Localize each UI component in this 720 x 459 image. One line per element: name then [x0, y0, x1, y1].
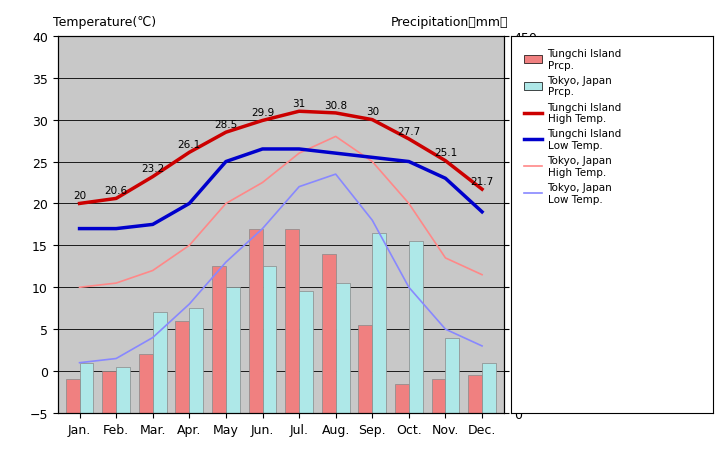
Legend: Tungchi Island
Prcp., Tokyo, Japan
Prcp., Tungchi Island
High Temp., Tungchi Isl: Tungchi Island Prcp., Tokyo, Japan Prcp.… — [521, 46, 625, 207]
Bar — [322, 254, 336, 413]
Text: 23.2: 23.2 — [141, 164, 164, 174]
Bar — [359, 325, 372, 413]
Bar — [285, 229, 299, 413]
Bar — [395, 384, 409, 413]
Bar — [446, 338, 459, 413]
Text: 20: 20 — [73, 190, 86, 201]
Bar — [372, 233, 386, 413]
Text: 28.5: 28.5 — [215, 120, 238, 129]
Bar — [336, 284, 350, 413]
Bar — [153, 313, 166, 413]
Text: Temperature(℃): Temperature(℃) — [53, 16, 156, 29]
Bar — [212, 267, 226, 413]
Bar — [116, 367, 130, 413]
Bar — [468, 375, 482, 413]
Bar — [482, 363, 496, 413]
Bar — [226, 288, 240, 413]
Bar — [139, 354, 153, 413]
Text: 30.8: 30.8 — [324, 101, 347, 110]
Text: 20.6: 20.6 — [104, 185, 127, 196]
Text: 21.7: 21.7 — [470, 176, 494, 186]
Bar — [263, 267, 276, 413]
Bar — [431, 380, 446, 413]
Bar — [66, 380, 79, 413]
Bar — [176, 321, 189, 413]
Text: 31: 31 — [292, 99, 306, 109]
Bar — [409, 241, 423, 413]
Text: 30: 30 — [366, 107, 379, 117]
Text: 26.1: 26.1 — [178, 140, 201, 150]
Bar — [248, 229, 263, 413]
Text: Precipitation（mm）: Precipitation（mm） — [391, 16, 508, 29]
Bar — [299, 292, 313, 413]
Bar — [102, 371, 116, 413]
Text: 29.9: 29.9 — [251, 108, 274, 118]
Bar — [189, 308, 203, 413]
Text: 27.7: 27.7 — [397, 126, 420, 136]
Bar — [79, 363, 94, 413]
Text: 25.1: 25.1 — [434, 148, 457, 158]
